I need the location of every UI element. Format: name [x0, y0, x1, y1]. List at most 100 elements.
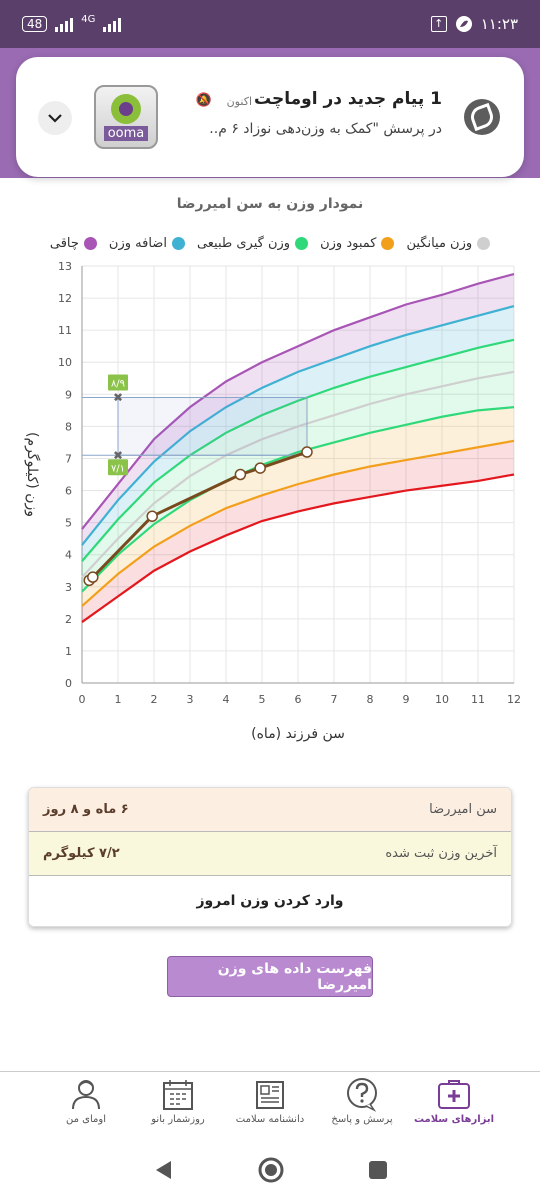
projection-badge — [108, 459, 128, 476]
y-tick-label: 11 — [58, 324, 72, 337]
legend-item-1[interactable]: اضافه وزن — [109, 236, 185, 251]
last-weight-row: ۷/۲ کیلوگرم آخرین وزن ثبت شده — [29, 832, 511, 876]
nav-health-tools[interactable]: ابزارهای سلامت — [414, 1076, 494, 1125]
nav-label: ابزارهای سلامت — [413, 1114, 495, 1125]
status-bar: 48 4G ↑ ۱۱:۲۳ — [0, 0, 540, 48]
home-icon[interactable] — [257, 1156, 285, 1184]
ooma-app-logo: ooma — [94, 85, 158, 149]
legend-dot-icon — [83, 237, 97, 250]
x-tick-label: 9 — [403, 693, 410, 706]
band-fill — [82, 339, 514, 578]
clock: ۱۱:۲۳ — [480, 15, 518, 33]
nav-label: دانشنامه سلامت — [235, 1114, 305, 1125]
legend-item-0[interactable]: چاقی — [50, 236, 97, 251]
nav-my-ooma[interactable]: اومای من — [46, 1076, 126, 1125]
band-fill — [82, 440, 514, 623]
legend-label: کمبود وزن — [320, 236, 377, 251]
x-tick-label: 3 — [187, 693, 194, 706]
x-tick-label: 1 — [115, 693, 122, 706]
system-nav — [0, 1140, 540, 1200]
notification-title: 1 پیام جدید در اوماچت — [253, 89, 442, 109]
bell-off-icon: 🔕 — [195, 93, 212, 108]
band-fill — [82, 407, 514, 607]
projection-badge-label: ۸/۹ — [111, 379, 125, 390]
y-tick-label: 3 — [65, 581, 72, 594]
legend-dot-icon — [295, 237, 309, 250]
ooma-status-icon — [455, 16, 472, 32]
legend-label: اضافه وزن — [108, 236, 167, 251]
nav-label: روزشمار بانو — [151, 1114, 205, 1125]
child-weight-point — [301, 446, 313, 458]
child-weight-point — [87, 571, 99, 583]
legend-item-3[interactable]: کمبود وزن — [320, 236, 395, 251]
y-tick-label: 4 — [65, 549, 72, 562]
y-tick-label: 2 — [65, 613, 72, 626]
signal-icon — [55, 16, 74, 32]
projection-marker-icon: ✖ — [113, 391, 123, 405]
nav-calendar[interactable]: روزشمار بانو — [138, 1076, 218, 1125]
projection-badge — [108, 374, 128, 391]
band-fill — [82, 371, 514, 592]
enter-weight-button[interactable]: وارد کردن وزن امروز — [29, 876, 511, 926]
last-weight-value: ۷/۲ کیلوگرم — [43, 846, 120, 861]
x-tick-label: 10 — [435, 693, 449, 706]
chart-title: نمودار وزن به سن امیررضا — [176, 196, 364, 212]
legend-dot-icon — [171, 237, 185, 250]
battery-indicator: 48 — [22, 16, 48, 32]
x-tick-label: 6 — [295, 693, 302, 706]
y-tick-label: 12 — [58, 292, 72, 305]
app-brand: ooma — [103, 125, 149, 141]
weight-list-button[interactable]: فهرست داده های وزن امیررضا — [167, 956, 373, 997]
x-tick-label: 5 — [259, 693, 266, 706]
y-tick-label: 0 — [65, 677, 72, 690]
nav-label: اومای من — [66, 1114, 106, 1125]
chevron-down-icon — [48, 114, 62, 123]
y-tick-label: 8 — [65, 420, 72, 433]
y-tick-label: 10 — [58, 356, 72, 369]
notification-card[interactable]: ooma 1 پیام جدید در اوماچت 🔕 اکنون در پر… — [16, 57, 524, 177]
calendar-icon — [163, 1080, 193, 1110]
legend-label: چاقی — [49, 236, 79, 251]
network-type: 4G — [81, 13, 96, 25]
nav-qa[interactable]: پرسش و پاسخ — [322, 1076, 402, 1125]
x-tick-label: 0 — [79, 693, 86, 706]
nav-encyclopedia[interactable]: دانشنامه سلامت — [230, 1076, 310, 1125]
y-tick-label: 7 — [65, 452, 72, 465]
legend-label: وزن میانگین — [406, 236, 473, 251]
notification-body: در پرسش "کمک به وزن‌دهی نوزاد ۶ م.. — [209, 121, 442, 137]
chat-app-icon — [464, 99, 500, 135]
nav-label: پرسش و پاسخ — [331, 1114, 393, 1125]
legend-dot-icon — [477, 237, 491, 250]
x-tick-label: 2 — [151, 693, 158, 706]
legend-label: وزن گیری طبیعی — [196, 236, 291, 251]
x-axis-label: سن فرزند (ماه) — [251, 726, 345, 742]
y-tick-label: 9 — [65, 388, 72, 401]
recents-icon[interactable] — [367, 1159, 389, 1181]
health-kit-icon — [438, 1080, 470, 1109]
back-icon[interactable] — [151, 1158, 175, 1182]
x-tick-label: 7 — [331, 693, 338, 706]
child-weight-point — [146, 510, 158, 522]
question-icon — [347, 1078, 377, 1112]
bottom-nav: ابزارهای سلامت پرسش و پاسخ دانشنامه سلام… — [0, 1071, 540, 1135]
series-line-3 — [81, 370, 515, 578]
projection-badge-label: ۷/۱ — [111, 463, 125, 474]
band-fill — [82, 274, 514, 546]
series-line-5 — [81, 439, 515, 607]
expand-notification-button[interactable] — [38, 101, 72, 135]
leaf-icon — [111, 93, 141, 124]
notification-time: اکنون — [226, 95, 252, 108]
child-weight-point — [254, 462, 266, 474]
legend-item-2[interactable]: وزن گیری طبیعی — [196, 236, 309, 251]
y-tick-label: 13 — [58, 260, 72, 273]
chart-legend: چاقی اضافه وزن وزن گیری طبیعی کمبود وزن وزن … — [0, 236, 540, 251]
last-weight-label: آخرین وزن ثبت شده — [385, 846, 497, 861]
band-fill — [82, 306, 514, 562]
y-tick-label: 1 — [65, 645, 72, 658]
series-line-4 — [81, 406, 515, 593]
legend-item-4[interactable]: وزن میانگین — [406, 236, 491, 251]
x-tick-label: 11 — [471, 693, 485, 706]
age-row: ۶ ماه و ۸ روز سن امیررضا — [29, 788, 511, 832]
projection-marker-icon: ✖ — [113, 448, 123, 462]
